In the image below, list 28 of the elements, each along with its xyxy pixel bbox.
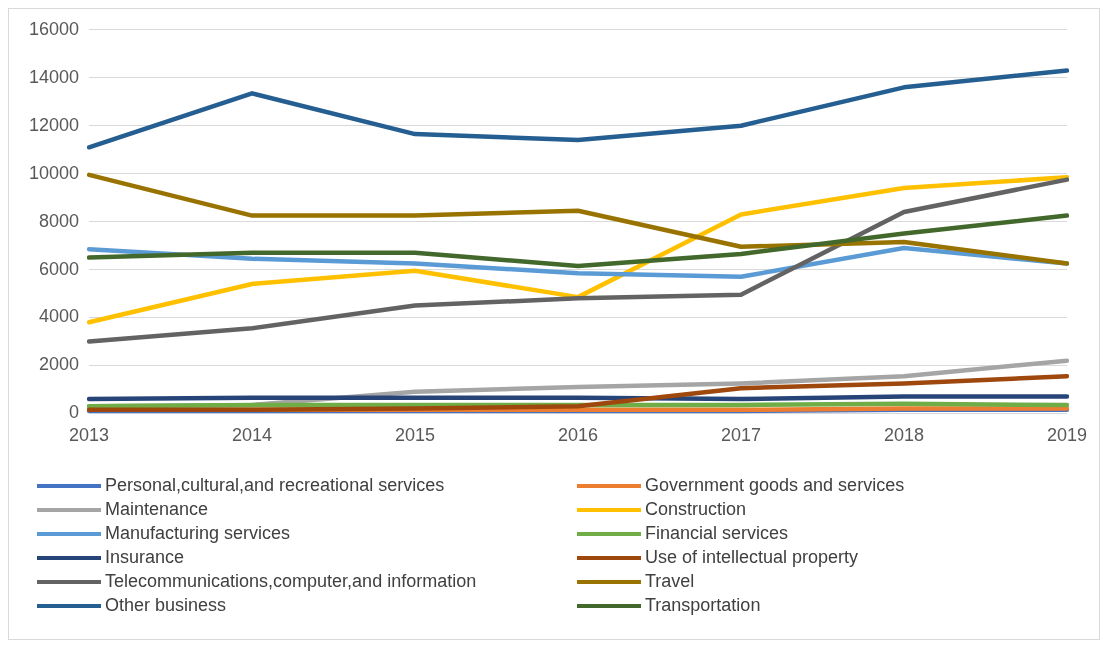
y-tick-label: 6000 (39, 258, 80, 279)
legend-label: Personal,cultural,and recreational services (105, 475, 445, 496)
y-tick-label: 10000 (28, 162, 80, 183)
legend-label: Travel (645, 571, 695, 592)
legend-label: Transportation (645, 595, 761, 616)
legend-label: Use of intellectual property (645, 547, 859, 568)
legend-label: Financial services (645, 523, 789, 544)
x-tick-label: 2019 (1046, 425, 1087, 446)
x-tick-label: 2013 (69, 425, 110, 446)
x-tick-label: 2014 (232, 425, 273, 446)
legend-label: Government goods and services (645, 475, 905, 496)
legend-label: Construction (645, 499, 747, 520)
legend-label: Maintenance (105, 499, 209, 520)
legend-label: Telecommunications,computer,and information (105, 571, 477, 592)
x-tick-label: 2015 (395, 425, 436, 446)
y-tick-label: 12000 (28, 114, 80, 135)
y-tick-label: 2000 (39, 354, 80, 375)
legend-label: Insurance (105, 547, 185, 568)
x-tick-label: 2017 (720, 425, 762, 446)
x-tick-label: 2018 (883, 425, 925, 446)
y-tick-label: 0 (69, 402, 80, 423)
y-tick-label: 4000 (39, 306, 80, 327)
y-tick-label: 14000 (28, 66, 80, 87)
y-tick-label: 16000 (28, 18, 80, 39)
y-tick-label: 8000 (39, 210, 80, 231)
legend-label: Manufacturing services (105, 523, 291, 544)
legend-label: Other business (105, 595, 227, 616)
x-tick-label: 2016 (557, 425, 599, 446)
